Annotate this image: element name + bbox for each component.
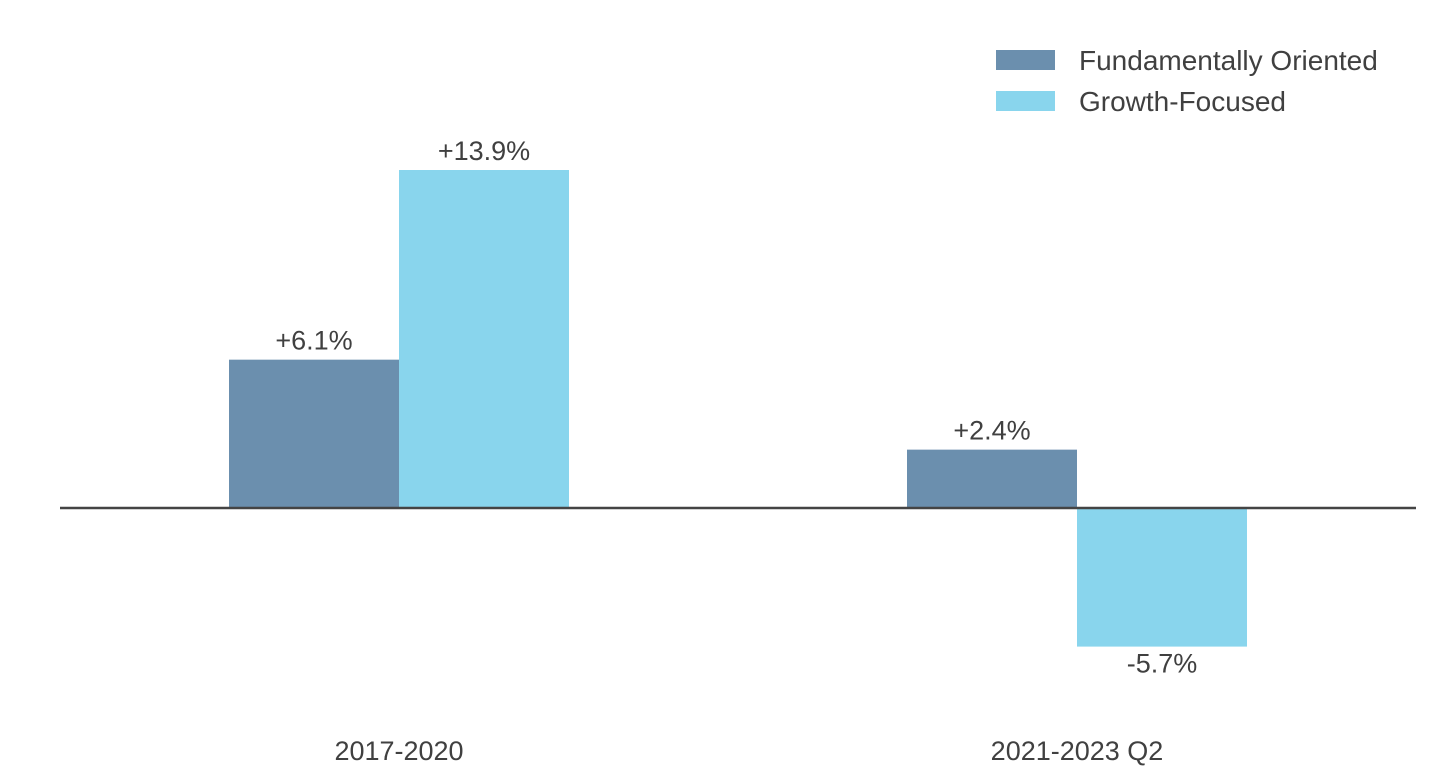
legend-swatch (996, 91, 1055, 111)
data-label: -5.7% (1127, 649, 1198, 679)
bar-fundamentally-oriented-2 (907, 449, 1077, 508)
bar-growth-focused-1 (399, 170, 569, 508)
category-label: 2021-2023 Q2 (991, 736, 1164, 766)
legend-label: Fundamentally Oriented (1079, 45, 1378, 76)
legend: Fundamentally Oriented Growth-Focused (996, 45, 1378, 117)
legend-label: Growth-Focused (1079, 86, 1286, 117)
data-labels-group: +6.1% +13.9% +2.4% -5.7% (275, 136, 1197, 679)
data-label: +2.4% (953, 416, 1030, 446)
data-label: +6.1% (275, 326, 352, 356)
bar-growth-focused-2 (1077, 508, 1247, 647)
data-label: +13.9% (438, 136, 530, 166)
category-label: 2017-2020 (334, 736, 463, 766)
bars-group (229, 170, 1247, 647)
legend-swatch (996, 50, 1055, 70)
bar-fundamentally-oriented-1 (229, 359, 399, 508)
category-labels-group: 2017-2020 2021-2023 Q2 (334, 736, 1163, 766)
